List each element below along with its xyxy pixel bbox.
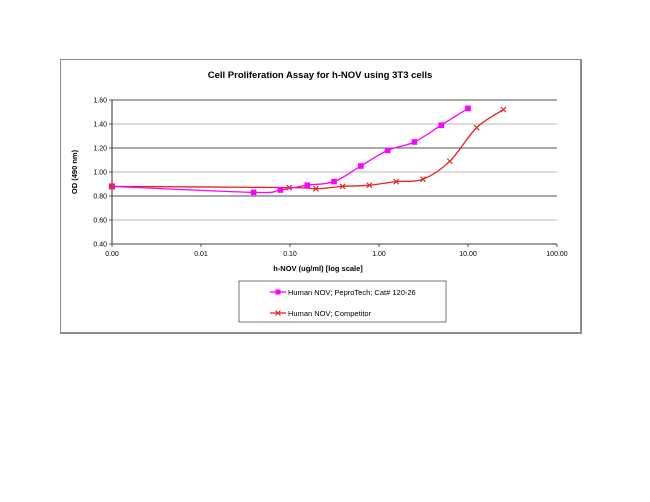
square-marker-icon: [411, 139, 418, 145]
square-marker-icon: [358, 163, 364, 169]
series-peprotech: [109, 105, 471, 196]
legend-label: Human NOV; Competitor: [288, 309, 372, 318]
x-marker-icon: [420, 176, 427, 183]
legend-label: Human NOV; PeproTech; Cat# 120-26: [288, 288, 416, 297]
x-tick-label: 1.00: [372, 251, 386, 258]
legend: Human NOV; PeproTech; Cat# 120-26 Human …: [238, 280, 447, 323]
x-tick-label: 0.00: [105, 251, 119, 258]
series-group: [109, 105, 507, 196]
y-tick-label: 1.00: [93, 170, 107, 177]
x-marker-icon: [312, 185, 319, 192]
x-marker-icon: [500, 106, 507, 113]
x-tick-label: 0.01: [194, 251, 208, 258]
x-axis: 0.00 0.01 0.10 1.00 10.00 100.00: [105, 243, 568, 258]
square-marker-icon: [250, 189, 257, 196]
series-competitor: [109, 106, 507, 192]
x-marker-icon: [446, 158, 453, 165]
square-marker-icon: [438, 122, 445, 128]
y-tick-label: 1.40: [93, 122, 107, 129]
square-marker-icon: [277, 187, 284, 193]
y-axis-label: OD (490 nm): [70, 149, 79, 194]
y-tick-label: 0.40: [93, 242, 107, 249]
square-marker-icon: [331, 178, 337, 185]
legend-box: [238, 280, 447, 323]
x-tick-label: 10.00: [459, 251, 477, 258]
y-tick-label: 1.60: [93, 98, 107, 105]
chart-title: Cell Proliferation Assay for h-NOV using…: [208, 70, 433, 81]
x-tick-label: 0.10: [283, 251, 297, 258]
y-tick-label: 0.60: [93, 218, 107, 225]
legend-item-competitor: Human NOV; Competitor: [270, 309, 372, 318]
square-marker-icon: [465, 105, 471, 112]
y-tick-label: 1.20: [93, 146, 107, 153]
x-marker-icon: [393, 178, 400, 185]
square-marker-icon: [304, 182, 310, 188]
x-axis-label: h-NOV (ug/ml) [log scale]: [273, 264, 363, 273]
x-marker-icon: [366, 182, 373, 189]
x-marker-icon: [473, 124, 480, 131]
gridlines: [112, 99, 557, 221]
y-tick-label: 0.80: [93, 194, 107, 201]
x-marker-icon: [275, 310, 281, 316]
square-marker-icon: [384, 147, 391, 154]
y-axis: 0.40 0.60 0.80 1.00 1.20 1.40 1.60: [93, 98, 113, 249]
origin-marker-icon: [109, 183, 115, 190]
x-tick-label: 100.00: [546, 251, 568, 258]
legend-item-peprotech: Human NOV; PeproTech; Cat# 120-26: [270, 288, 416, 297]
square-marker-icon: [275, 289, 281, 295]
x-marker-icon: [339, 183, 346, 190]
